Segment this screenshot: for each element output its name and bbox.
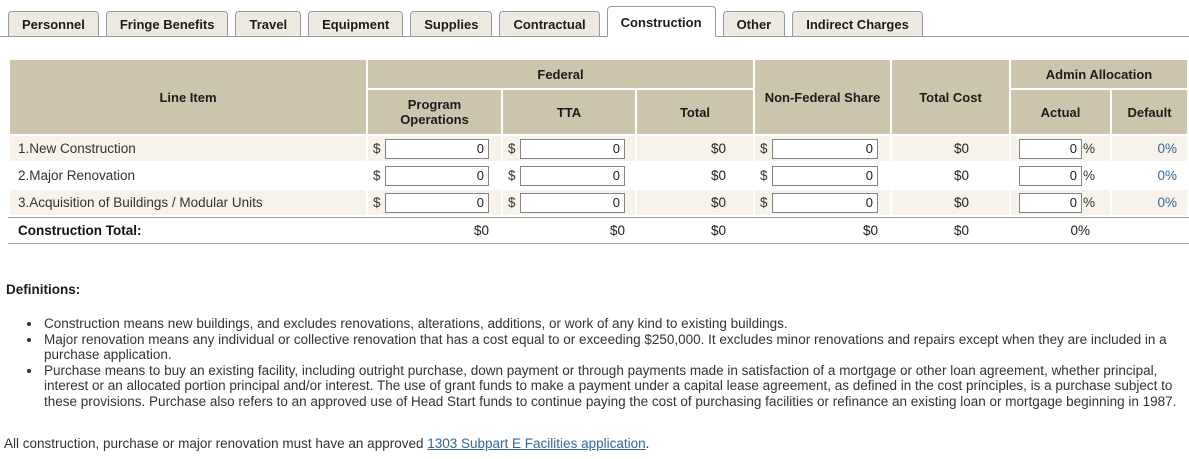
- non-federal-share-input[interactable]: [771, 192, 878, 213]
- header-actual: Actual: [1011, 90, 1110, 134]
- table-row-acquisition: 3.Acquisition of Buildings / Modular Uni…: [10, 190, 1187, 215]
- header-program-operations: Program Operations: [368, 90, 501, 134]
- total-total-cost: $0: [953, 223, 969, 238]
- total-cost-value: $0: [892, 136, 1009, 161]
- program-operations-input[interactable]: [384, 192, 489, 213]
- tab-supplies[interactable]: Supplies: [410, 11, 493, 37]
- tab-indirect-charges[interactable]: Indirect Charges: [792, 11, 923, 37]
- total-cost-value: $0: [892, 163, 1009, 188]
- footer-text-before: All construction, purchase or major reno…: [4, 436, 428, 451]
- construction-budget-section: Line Item Federal Non-Federal Share Tota…: [8, 58, 1189, 244]
- non-federal-share-input[interactable]: [771, 138, 878, 159]
- header-line-item: Line Item: [10, 60, 366, 134]
- tab-construction[interactable]: Construction: [606, 6, 716, 37]
- federal-total-value: $0: [637, 190, 753, 215]
- header-federal-total: Total: [637, 90, 753, 134]
- program-operations-input[interactable]: [384, 165, 489, 186]
- row-label: 3.Acquisition of Buildings / Modular Uni…: [10, 190, 366, 215]
- total-tta: $0: [609, 223, 625, 238]
- tta-input[interactable]: [519, 192, 625, 213]
- total-federal-total: $0: [710, 223, 726, 238]
- construction-total-row: Construction Total: $0 $0 $0 $0 $0 0%: [8, 217, 1189, 244]
- footer-text-after: .: [645, 436, 650, 451]
- row-label: 1.New Construction: [10, 136, 366, 161]
- definition-construction: Construction means new buildings, and ex…: [42, 316, 1181, 332]
- federal-total-value: $0: [637, 136, 753, 161]
- header-total-cost: Total Cost: [892, 60, 1009, 134]
- tab-personnel[interactable]: Personnel: [8, 11, 99, 37]
- table-row-new-construction: 1.New Construction $ $ $0 $ $0 %: [10, 136, 1187, 161]
- tab-other[interactable]: Other: [722, 11, 786, 37]
- footer-note: All construction, purchase or major reno…: [4, 436, 1181, 452]
- dollar-sign: $: [508, 141, 516, 156]
- table-row-major-renovation: 2.Major Renovation $ $ $0 $ $0 %: [10, 163, 1187, 188]
- total-program-operations: $0: [473, 223, 489, 238]
- percent-sign: %: [1082, 168, 1095, 183]
- construction-budget-table: Line Item Federal Non-Federal Share Tota…: [8, 58, 1189, 217]
- percent-sign: %: [1082, 195, 1095, 210]
- tta-input[interactable]: [519, 165, 625, 186]
- default-admin-value: 0%: [1112, 163, 1187, 188]
- program-operations-input[interactable]: [384, 138, 489, 159]
- dollar-sign: $: [760, 195, 768, 210]
- actual-admin-input[interactable]: [1018, 138, 1082, 159]
- tab-contractual[interactable]: Contractual: [499, 11, 600, 37]
- dollar-sign: $: [508, 195, 516, 210]
- definitions-section: Definitions: Construction means new buil…: [6, 282, 1181, 409]
- definition-major-renovation: Major renovation means any individual or…: [42, 332, 1181, 363]
- definition-purchase: Purchase means to buy an existing facili…: [42, 363, 1181, 410]
- facilities-application-link[interactable]: 1303 Subpart E Facilities application: [427, 436, 646, 451]
- header-default: Default: [1112, 90, 1187, 134]
- dollar-sign: $: [373, 141, 381, 156]
- tab-fringe-benefits[interactable]: Fringe Benefits: [105, 11, 229, 37]
- header-tta: TTA: [503, 90, 635, 134]
- header-admin-allocation: Admin Allocation: [1011, 60, 1187, 88]
- total-non-federal-share: $0: [862, 223, 878, 238]
- percent-sign: %: [1082, 141, 1095, 156]
- dollar-sign: $: [373, 195, 381, 210]
- header-non-federal-share: Non-Federal Share: [755, 60, 890, 134]
- construction-total-label: Construction Total:: [18, 223, 142, 238]
- definitions-heading: Definitions:: [6, 282, 81, 297]
- dollar-sign: $: [373, 168, 381, 183]
- non-federal-share-input[interactable]: [771, 165, 878, 186]
- tta-input[interactable]: [519, 138, 625, 159]
- actual-admin-input[interactable]: [1018, 192, 1082, 213]
- definitions-list: Construction means new buildings, and ex…: [6, 316, 1181, 409]
- tab-equipment[interactable]: Equipment: [308, 11, 404, 37]
- header-federal: Federal: [368, 60, 753, 88]
- default-admin-value: 0%: [1112, 136, 1187, 161]
- dollar-sign: $: [760, 168, 768, 183]
- total-cost-value: $0: [892, 190, 1009, 215]
- dollar-sign: $: [760, 141, 768, 156]
- federal-total-value: $0: [637, 163, 753, 188]
- row-label: 2.Major Renovation: [10, 163, 366, 188]
- default-admin-value: 0%: [1112, 190, 1187, 215]
- actual-admin-input[interactable]: [1018, 165, 1082, 186]
- dollar-sign: $: [508, 168, 516, 183]
- tab-travel[interactable]: Travel: [235, 11, 302, 37]
- total-actual-admin: 0%: [1070, 223, 1090, 238]
- budget-tab-bar: Personnel Fringe Benefits Travel Equipme…: [0, 3, 1189, 37]
